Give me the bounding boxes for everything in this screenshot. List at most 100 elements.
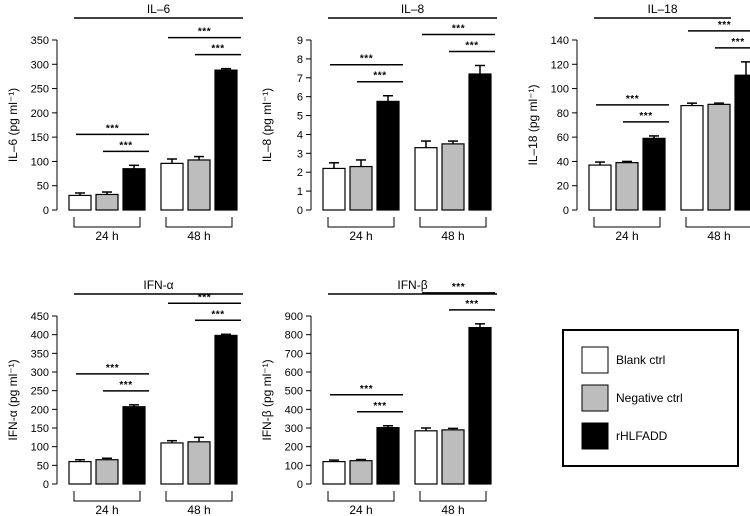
bar	[588, 164, 612, 211]
bar	[376, 100, 400, 211]
y-tick-label: 9	[297, 35, 303, 47]
panel-title: IL–18	[647, 2, 677, 16]
y-tick-label: 150	[31, 132, 49, 144]
y-tick-label: 4	[297, 129, 303, 141]
significance-label: ***	[211, 44, 224, 55]
chart-panel-3: 0 50 100 150 200 250 300 350 400 450 IFN-α (pg ml⁻…	[6, 278, 243, 516]
significance-label: ***	[360, 384, 373, 395]
bar	[349, 165, 373, 211]
panel-title: IL–6	[147, 2, 171, 16]
panel-title: IFN-β	[397, 278, 427, 292]
bar	[160, 442, 184, 485]
y-tick-label: 6	[297, 92, 303, 104]
legend-label-negative: Negative ctrl	[616, 391, 683, 405]
legend-swatch-negative	[581, 384, 609, 412]
y-tick-label: 450	[31, 311, 49, 323]
y-tick-label: 0	[297, 479, 303, 491]
group-bracket	[419, 217, 487, 228]
y-tick-label: 900	[285, 311, 303, 323]
y-tick-label: 40	[557, 156, 569, 168]
group-label: 24 h	[95, 503, 118, 516]
y-tick-label: 800	[285, 330, 303, 342]
group-bracket	[73, 217, 141, 228]
y-tick-label: 0	[43, 205, 49, 217]
bar	[414, 430, 438, 485]
significance-label: ***	[106, 363, 119, 374]
group-label: 48 h	[187, 229, 210, 243]
legend-label-rhlfadd: rHLFADD	[616, 429, 668, 443]
y-tick-label: 3	[297, 148, 303, 160]
significance-label: ***	[119, 140, 132, 151]
y-tick-label: 200	[31, 404, 49, 416]
y-tick-label: 350	[31, 35, 49, 47]
y-tick-label: 100	[31, 156, 49, 168]
bar	[95, 459, 119, 485]
group-bracket	[327, 217, 395, 228]
bar	[707, 103, 731, 211]
y-axis-label: IL–8 (pg ml⁻¹)	[260, 88, 274, 162]
group-bracket	[685, 217, 750, 228]
significance-label: ***	[373, 71, 386, 82]
bar	[322, 167, 346, 211]
y-tick-label: 100	[31, 442, 49, 454]
bar	[642, 137, 666, 211]
significance-label: ***	[106, 123, 119, 134]
y-tick-label: 100	[551, 84, 569, 96]
y-tick-label: 80	[557, 108, 569, 120]
y-tick-label: 300	[31, 367, 49, 379]
bar	[160, 162, 184, 211]
y-tick-label: 200	[285, 442, 303, 454]
bar	[187, 441, 211, 485]
significance-label: ***	[465, 41, 478, 52]
y-tick-label: 600	[285, 367, 303, 379]
y-tick-label: 5	[297, 111, 303, 123]
y-axis-label: IL–6 (pg ml⁻¹)	[6, 88, 20, 162]
bar	[734, 74, 750, 211]
y-tick-label: 250	[31, 386, 49, 398]
group-bracket	[327, 491, 395, 502]
group-label: 24 h	[349, 229, 372, 243]
bar	[187, 159, 211, 211]
y-tick-label: 100	[285, 460, 303, 472]
bar	[214, 334, 238, 485]
group-bracket	[593, 217, 661, 228]
chart-panel-0: 0 50 100 150 200 250 300 350 IL–6 (pg ml⁻¹) IL–6 2…	[6, 2, 243, 243]
bar	[322, 461, 346, 485]
bar	[468, 73, 492, 211]
y-tick-label: 300	[31, 59, 49, 71]
group-bracket	[73, 491, 141, 502]
bar	[468, 326, 492, 485]
group-label: 48 h	[707, 229, 730, 243]
bar	[214, 69, 238, 211]
chart-panel-4: 0 100 200 300 400 500 600 700 800 900 IFN-β (pg ml…	[260, 278, 497, 516]
y-axis-label: IL–18 (pg ml⁻¹)	[526, 84, 540, 165]
y-tick-label: 150	[31, 423, 49, 435]
y-tick-label: 250	[31, 84, 49, 96]
y-tick-label: 0	[563, 205, 569, 217]
bar	[68, 194, 92, 211]
y-tick-label: 300	[285, 423, 303, 435]
y-axis-label: IFN-α (pg ml⁻¹)	[6, 359, 20, 440]
y-tick-label: 500	[285, 386, 303, 398]
legend-label-blank: Blank ctrl	[616, 353, 665, 367]
bar	[122, 406, 146, 485]
group-label: 24 h	[615, 229, 638, 243]
y-tick-label: 8	[297, 54, 303, 66]
significance-label: ***	[639, 111, 652, 122]
bar	[680, 104, 704, 211]
significance-label: ***	[198, 27, 211, 38]
y-tick-label: 1	[297, 186, 303, 198]
significance-label: ***	[211, 309, 224, 320]
y-tick-label: 200	[31, 108, 49, 120]
y-tick-label: 50	[37, 460, 49, 472]
significance-label: ***	[198, 292, 211, 303]
y-tick-label: 140	[551, 35, 569, 47]
bar	[414, 147, 438, 211]
legend-swatch-rhlfadd	[581, 422, 609, 450]
y-tick-label: 7	[297, 73, 303, 85]
bar	[441, 429, 465, 485]
group-label: 24 h	[349, 503, 372, 516]
chart-panel-2: 0 20 40 60 80 100 120 140 IL–18 (pg ml⁻¹) IL–18 24…	[526, 2, 750, 243]
